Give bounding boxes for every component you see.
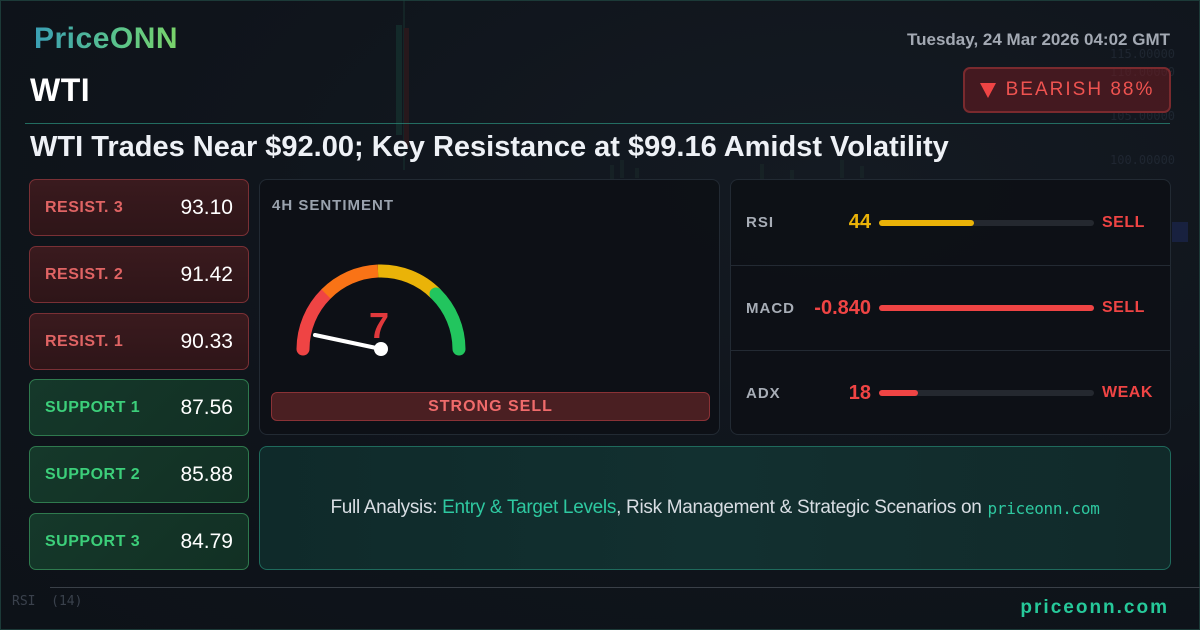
level-support-2: SUPPORT 2 85.88 bbox=[29, 446, 249, 503]
level-resist-3: RESIST. 3 93.10 bbox=[29, 179, 249, 236]
level-value: 90.33 bbox=[180, 329, 233, 353]
level-value: 91.42 bbox=[180, 262, 233, 286]
triangle-down-icon bbox=[979, 82, 996, 98]
indicator-row-macd: MACD -0.840 SELL bbox=[731, 265, 1170, 350]
indicator-bar-fill bbox=[879, 219, 974, 226]
level-value: 85.88 bbox=[180, 462, 233, 486]
level-support-1: SUPPORT 1 87.56 bbox=[29, 379, 249, 436]
indicator-signal: SELL bbox=[1102, 299, 1145, 316]
level-label: RESIST. 3 bbox=[45, 198, 124, 216]
indicator-bar-fill bbox=[879, 390, 918, 396]
sentiment-gauge-icon bbox=[296, 264, 466, 356]
background-rsi-label: RSI (14) bbox=[12, 594, 83, 609]
level-label: RESIST. 2 bbox=[45, 265, 124, 283]
indicator-bar-fill bbox=[879, 305, 1094, 311]
headline: WTI Trades Near $92.00; Key Resistance a… bbox=[30, 131, 949, 163]
full-analysis-banner[interactable]: Full Analysis: Entry & Target Levels , R… bbox=[259, 446, 1171, 570]
indicators-panel: RSI 44 SELL MACD -0.840 SELL ADX 18 WEAK bbox=[730, 179, 1171, 435]
indicator-bar bbox=[879, 305, 1094, 311]
level-label: SUPPORT 3 bbox=[45, 532, 141, 550]
cta-site-link[interactable]: priceonn.com bbox=[987, 498, 1100, 518]
level-label: RESIST. 1 bbox=[45, 332, 124, 350]
indicator-value: 18 bbox=[848, 381, 871, 404]
symbol-title: WTI bbox=[30, 72, 91, 108]
cta-middle: , Risk Management & Strategic Scenarios … bbox=[616, 497, 982, 518]
level-label: SUPPORT 1 bbox=[45, 398, 141, 416]
level-value: 87.56 bbox=[180, 395, 233, 419]
indicator-signal: WEAK bbox=[1102, 384, 1153, 401]
level-value: 84.79 bbox=[180, 529, 233, 553]
sentiment-score: 7 bbox=[369, 305, 390, 346]
level-resist-2: RESIST. 2 91.42 bbox=[29, 246, 249, 303]
footer-site-link[interactable]: priceonn.com bbox=[1020, 597, 1169, 618]
cta-prefix: Full Analysis: bbox=[330, 497, 443, 518]
indicator-value: -0.840 bbox=[814, 296, 871, 319]
indicator-row-rsi: RSI 44 SELL bbox=[731, 180, 1170, 265]
indicator-name: MACD bbox=[746, 299, 795, 317]
bias-badge: BEARISH 88% bbox=[963, 67, 1171, 113]
level-resist-1: RESIST. 1 90.33 bbox=[29, 313, 249, 370]
indicator-name: RSI bbox=[746, 214, 775, 231]
indicator-bar bbox=[879, 219, 1094, 226]
indicator-name: ADX bbox=[746, 384, 781, 402]
bias-badge-label: BEARISH 88% bbox=[1005, 79, 1155, 100]
header-divider bbox=[25, 123, 1170, 124]
indicator-bar bbox=[879, 390, 1094, 396]
level-support-3: SUPPORT 3 84.79 bbox=[29, 513, 249, 570]
sentiment-title: 4H SENTIMENT bbox=[272, 197, 395, 214]
timestamp: Tuesday, 24 Mar 2026 04:02 GMT bbox=[907, 30, 1170, 49]
sentiment-panel: 4H SENTIMENT 7 STRONG SELL bbox=[259, 179, 720, 435]
sentiment-verdict: STRONG SELL bbox=[271, 392, 710, 421]
brand-logo[interactable]: PriceONN bbox=[34, 22, 179, 55]
cta-highlight-link[interactable]: Entry & Target Levels bbox=[442, 497, 617, 518]
indicator-signal: SELL bbox=[1102, 213, 1145, 231]
footer-divider bbox=[50, 587, 1200, 588]
indicator-value: 44 bbox=[848, 211, 871, 233]
indicator-row-adx: ADX 18 WEAK bbox=[731, 350, 1170, 435]
level-value: 93.10 bbox=[180, 195, 233, 219]
level-label: SUPPORT 2 bbox=[45, 465, 141, 483]
